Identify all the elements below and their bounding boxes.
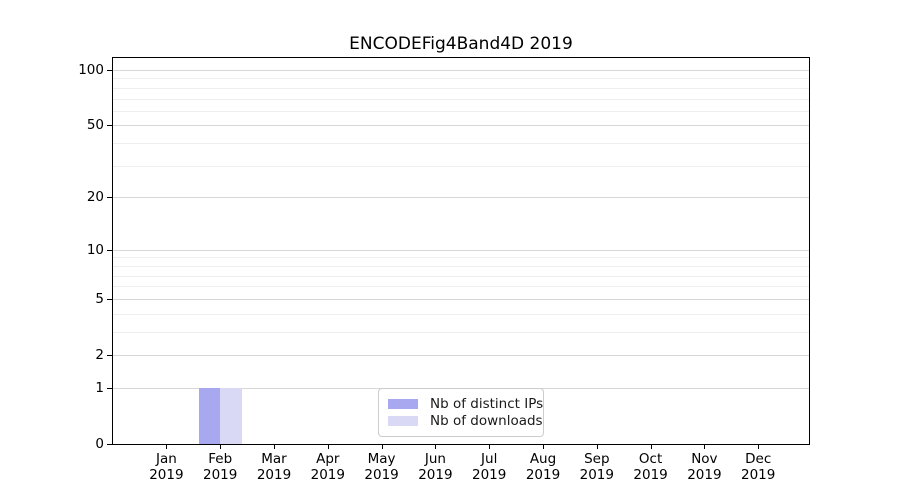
gridline-10: [113, 249, 809, 251]
x-tick-label-oct: Oct 2019: [633, 451, 668, 483]
plot-area: [112, 57, 810, 445]
y-tick-mark-0: [107, 444, 112, 445]
x-tick-mark-may: [381, 445, 383, 449]
gridline-2: [113, 355, 809, 356]
x-tick-label-mar: Mar 2019: [256, 451, 292, 483]
legend-swatch-downloads: [388, 416, 418, 426]
bars-layer: [113, 58, 809, 444]
y-tick-label-2: 2: [95, 347, 104, 363]
x-tick-mark-apr: [327, 445, 329, 449]
x-tick-label-aug: Aug 2019: [525, 451, 561, 483]
gridline-minor-6: [113, 286, 809, 288]
legend-label-distinct-ips: Nb of distinct IPs: [430, 396, 544, 412]
y-tick-mark-100: [107, 70, 112, 71]
gridline-minor-60: [113, 110, 809, 112]
x-tick-mark-mar: [274, 445, 275, 449]
y-tick-mark-2: [107, 355, 112, 356]
gridline-minor-70: [113, 98, 809, 100]
gridline-minor-4: [113, 313, 809, 315]
x-tick-label-may: May 2019: [364, 451, 399, 483]
gridline-minor-8: [113, 265, 809, 267]
y-tick-mark-10: [107, 249, 112, 251]
gridline-minor-7: [113, 275, 809, 277]
gridline-20: [113, 197, 809, 199]
x-tick-mark-aug: [543, 445, 544, 449]
gridline-100: [113, 70, 809, 71]
x-tick-mark-dec: [758, 445, 760, 449]
x-tick-label-jul: Jul 2019: [472, 451, 507, 483]
x-tick-label-dec: Dec 2019: [741, 451, 776, 483]
x-tick-label-feb: Feb 2019: [203, 451, 238, 483]
chart-title: ENCODEFig4Band4D 2019: [349, 34, 573, 54]
y-tick-label-10: 10: [86, 241, 104, 258]
x-tick-label-jun: Jun 2019: [418, 451, 453, 483]
y-tick-label-100: 100: [78, 62, 104, 78]
gridline-50: [113, 125, 809, 127]
x-tick-label-apr: Apr 2019: [310, 451, 345, 483]
gridline-minor-30: [113, 165, 809, 167]
y-tick-mark-50: [107, 125, 112, 127]
bar-nb-of-downloads-feb: [220, 387, 242, 444]
x-tick-mark-oct: [650, 445, 652, 449]
y-tick-mark-1: [107, 387, 112, 389]
legend: Nb of distinct IPs Nb of downloads: [378, 388, 544, 437]
x-tick-mark-sep: [596, 445, 598, 449]
x-tick-mark-jul: [489, 445, 491, 449]
y-tick-label-5: 5: [95, 290, 104, 307]
gridline-minor-9: [113, 257, 809, 259]
legend-item-distinct-ips: Nb of distinct IPs: [388, 396, 543, 412]
x-tick-label-nov: Nov 2019: [687, 451, 722, 483]
gridline-minor-80: [113, 87, 809, 89]
y-tick-mark-20: [107, 197, 112, 199]
y-tick-mark-5: [107, 298, 112, 300]
x-tick-mark-jan: [166, 445, 168, 449]
legend-item-downloads: Nb of downloads: [388, 413, 543, 429]
legend-label-downloads: Nb of downloads: [430, 413, 543, 429]
gridline-minor-3: [113, 331, 809, 333]
x-tick-label-jan: Jan 2019: [149, 451, 184, 483]
y-tick-label-20: 20: [86, 189, 104, 206]
y-tick-label-0: 0: [95, 436, 104, 452]
x-tick-label-sep: Sep 2019: [579, 451, 614, 483]
y-tick-label-1: 1: [95, 379, 104, 396]
y-tick-label-50: 50: [86, 117, 104, 134]
legend-swatch-distinct-ips: [388, 399, 418, 409]
gridline-5: [113, 298, 809, 300]
gridline-minor-40: [113, 143, 809, 145]
gridline-minor-90: [113, 78, 809, 80]
x-tick-mark-feb: [220, 445, 222, 449]
bar-nb-of-distinct-ips-feb: [198, 387, 221, 444]
x-tick-mark-jun: [435, 445, 437, 449]
x-tick-mark-nov: [704, 445, 706, 449]
